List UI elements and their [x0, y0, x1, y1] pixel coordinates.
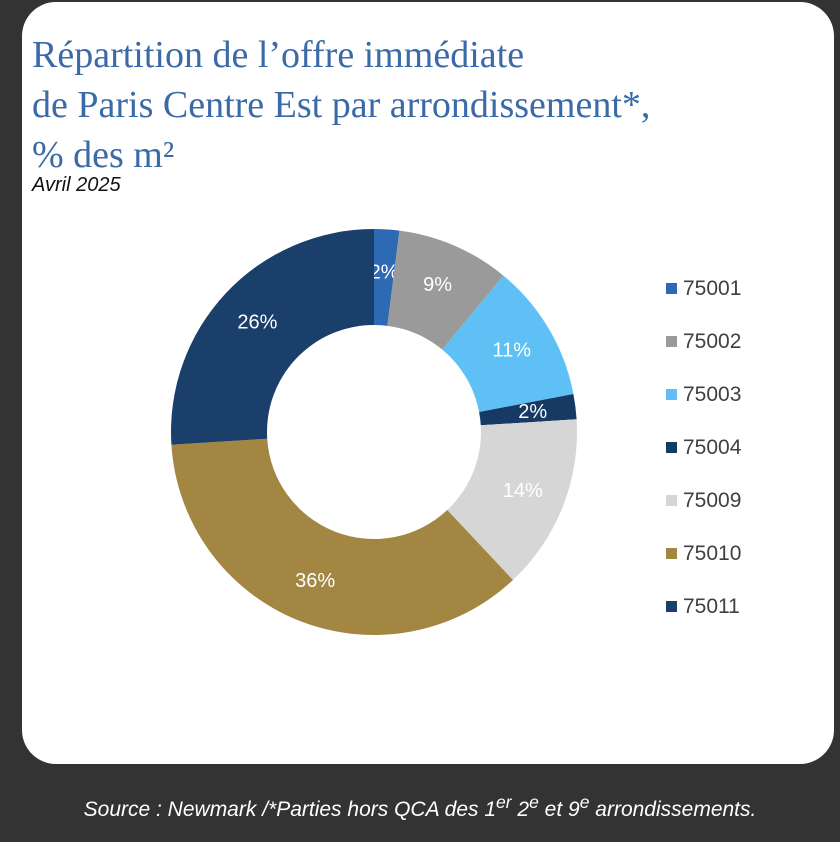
source-footnote: Source : Newmark /*Parties hors QCA des …: [0, 792, 840, 822]
donut-slice-75011: [171, 229, 374, 445]
donut-slice-75001: [374, 229, 400, 326]
legend-item-75001: 75001: [666, 262, 741, 315]
legend-label-75002: 75002: [683, 329, 742, 353]
legend-swatch-75010: [666, 548, 677, 559]
data-label-75011: 26%: [237, 311, 277, 333]
legend-item-75011: 75011: [666, 580, 741, 633]
chart-subtitle: Avril 2025: [32, 174, 121, 196]
legend-label-75010: 75010: [683, 541, 742, 565]
footnote-text-d: arrondissements.: [589, 798, 757, 821]
legend-swatch-75001: [666, 283, 677, 294]
chart-title-line-2: de Paris Centre Est par arrondissement*,: [32, 84, 651, 126]
legend-label-75004: 75004: [683, 435, 742, 459]
data-label-75010: 36%: [295, 570, 335, 592]
legend-swatch-75003: [666, 389, 677, 400]
legend-swatch-75002: [666, 336, 677, 347]
legend-swatch-75009: [666, 495, 677, 506]
legend-item-75003: 75003: [666, 368, 741, 421]
legend-swatch-75011: [666, 601, 677, 612]
chart-title: Répartition de l’offre immédiate de Pari…: [32, 30, 772, 180]
footnote-sup-3: e: [579, 792, 590, 812]
data-label-75003: 11%: [492, 340, 531, 362]
footnote-text-c: et 9: [538, 798, 580, 821]
chart-title-line-1: Répartition de l’offre immédiate: [32, 34, 525, 76]
donut-slice-75003: [442, 275, 574, 412]
donut-slice-75004: [479, 393, 577, 426]
data-label-75004: 2%: [518, 401, 547, 423]
chart-title-line-3: % des m²: [32, 134, 175, 176]
footnote-text-a: Source : Newmark /*Parties hors QCA des …: [83, 798, 497, 821]
legend-label-75011: 75011: [683, 594, 740, 618]
chart-legend: 75001 75002 75003 75004 75009 75010 75011: [666, 262, 741, 633]
data-label-75002: 9%: [423, 274, 452, 296]
data-label-75001: 2%: [370, 261, 399, 283]
chart-card: [22, 2, 834, 764]
legend-item-75009: 75009: [666, 474, 741, 527]
legend-item-75002: 75002: [666, 315, 741, 368]
legend-label-75003: 75003: [683, 382, 742, 406]
donut-slice-75002: [387, 230, 504, 350]
data-label-75009: 14%: [503, 480, 543, 502]
legend-label-75001: 75001: [683, 276, 742, 300]
footnote-text-b: 2: [511, 798, 530, 821]
donut-slice-75009: [447, 419, 577, 580]
footnote-sup-2: e: [529, 792, 539, 812]
legend-swatch-75004: [666, 442, 677, 453]
legend-item-75010: 75010: [666, 527, 741, 580]
legend-item-75004: 75004: [666, 421, 741, 474]
legend-label-75009: 75009: [683, 488, 742, 512]
footnote-sup-1: er: [496, 792, 512, 812]
donut-slice-75010: [171, 438, 513, 636]
